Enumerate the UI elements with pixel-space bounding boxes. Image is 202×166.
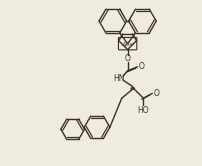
Text: HN: HN bbox=[113, 74, 124, 83]
Text: O: O bbox=[153, 89, 159, 98]
Text: O: O bbox=[139, 62, 144, 71]
Text: Abs: Abs bbox=[122, 42, 134, 47]
FancyBboxPatch shape bbox=[118, 38, 137, 50]
Text: HO: HO bbox=[138, 106, 149, 115]
Text: O: O bbox=[125, 54, 130, 63]
